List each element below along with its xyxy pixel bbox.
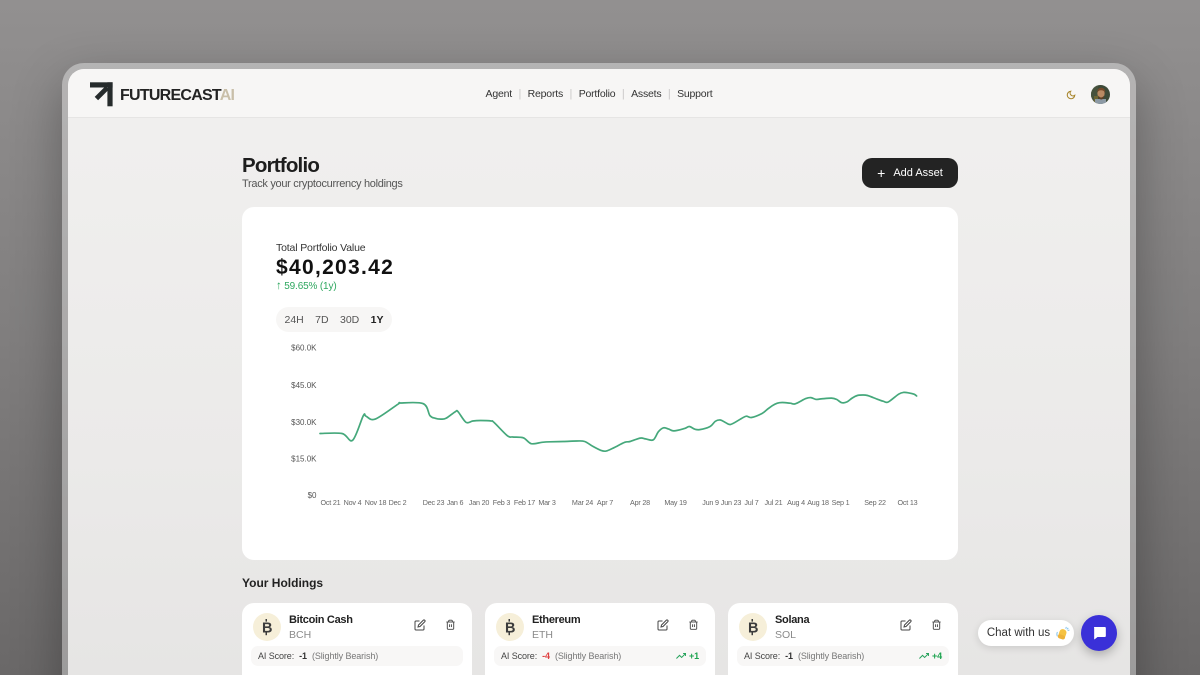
svg-text:Jun 9: Jun 9 (702, 498, 719, 507)
svg-text:Aug 4: Aug 4 (787, 498, 805, 507)
svg-text:B: B (748, 620, 758, 636)
svg-text:Jun 23: Jun 23 (721, 498, 742, 507)
svg-text:Mar 3: Mar 3 (538, 498, 556, 507)
svg-text:Dec 23: Dec 23 (423, 498, 445, 507)
svg-text:Jul 7: Jul 7 (744, 498, 758, 507)
svg-text:$45.0K: $45.0K (291, 381, 317, 390)
svg-text:Mar 24: Mar 24 (572, 498, 593, 507)
svg-text:$0: $0 (308, 491, 317, 500)
svg-text:B: B (262, 620, 272, 636)
svg-text:Oct 21: Oct 21 (321, 498, 341, 507)
svg-text:May 19: May 19 (664, 498, 687, 507)
svg-text:$15.0K: $15.0K (291, 455, 317, 464)
svg-text:Jan 20: Jan 20 (469, 498, 490, 507)
svg-text:Feb 3: Feb 3 (493, 498, 511, 507)
svg-text:Oct 13: Oct 13 (898, 498, 918, 507)
svg-text:Jan 6: Jan 6 (447, 498, 464, 507)
svg-text:Sep 22: Sep 22 (864, 498, 886, 507)
svg-text:Nov 4: Nov 4 (344, 498, 362, 507)
svg-text:Aug 18: Aug 18 (807, 498, 829, 507)
svg-text:$30.0K: $30.0K (291, 418, 317, 427)
svg-text:Sep 1: Sep 1 (832, 498, 850, 507)
svg-text:Apr 28: Apr 28 (630, 498, 650, 507)
svg-text:$60.0K: $60.0K (291, 344, 317, 353)
svg-text:Nov 18: Nov 18 (365, 498, 387, 507)
svg-text:Jul 21: Jul 21 (765, 498, 783, 507)
svg-text:B: B (505, 620, 515, 636)
svg-text:Dec 2: Dec 2 (389, 498, 407, 507)
svg-text:Feb 17: Feb 17 (514, 498, 535, 507)
svg-text:Apr 7: Apr 7 (597, 498, 613, 507)
